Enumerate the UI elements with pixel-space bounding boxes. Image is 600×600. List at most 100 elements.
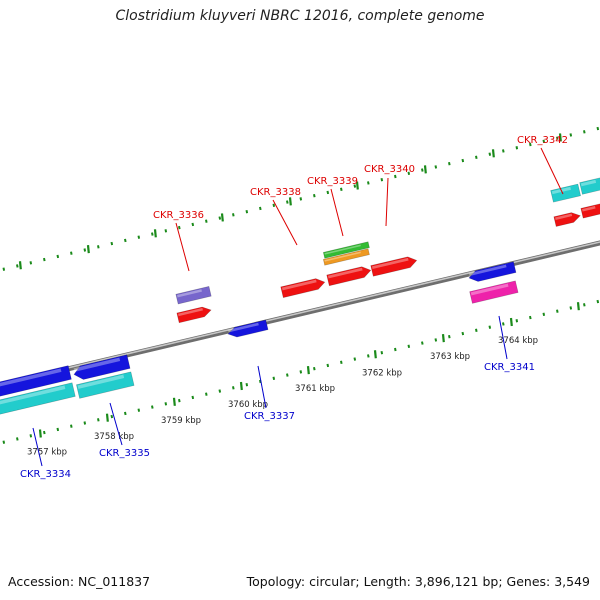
tick-major [38,429,42,438]
tick-minor [97,245,100,249]
tick-minor [407,344,411,349]
gene-arrow-shine [468,264,507,277]
leader-line-ckr-3336 [175,222,190,272]
gene-arrow-shine [281,279,317,291]
forward-tick-track [2,126,600,271]
tick-minor [394,347,397,352]
gene-arrow-shine [0,385,66,407]
tick-minor [515,146,519,150]
reverse-tick-track [2,299,600,444]
gene-arrow-body [0,382,76,417]
tick-major [306,365,310,375]
tick-minor [326,363,330,368]
tick-minor [43,257,46,262]
tick-minor [421,341,424,345]
gene-arrow-body [580,202,600,219]
tick-minor [448,162,451,166]
tick-minor [245,382,249,387]
gene-arrow-shine [178,307,203,317]
tick-minor [340,360,343,364]
tick-major [172,397,176,406]
tick-minor [326,190,330,195]
gene-arrow-ckr-3334 [0,365,72,397]
tick-minor [286,373,289,377]
tick-minor [353,357,357,361]
tick-minor [529,142,532,147]
tick-minor [272,376,276,380]
gene-arrow-body [326,266,372,287]
tick-minor [380,351,384,355]
gene-arrow-ckr-3340 [370,256,418,277]
tick-minor [475,328,478,333]
tick-minor [515,319,519,323]
tick-major [373,350,377,359]
genome-summary: Topology: circular; Length: 3,896,121 bp… [246,574,590,589]
gene-arrow-ckr-3341-magenta [469,280,519,304]
gene-arrow-ckr-3342-cyan [550,183,581,203]
tick-minor [340,187,343,191]
tick-minor [488,325,492,329]
kbp-label: 3761 kbp [295,384,335,394]
gene-arrow-ckr-3336-purple [175,286,212,305]
tick-minor [367,354,370,358]
tick-major [239,381,243,391]
leader-line-ckr-3342 [540,147,564,195]
gene-arrow-shine [177,289,202,298]
kbp-label: 3764 kbp [498,336,538,346]
tick-minor [2,440,6,444]
kbp-label: 3759 kbp [161,416,201,426]
tick-minor [151,405,154,409]
tick-major [18,261,22,270]
tick-minor [232,213,235,217]
kbp-label: 3763 kbp [430,352,470,362]
tick-minor [367,181,370,185]
tick-minor [124,411,127,416]
gene-arrow-right-edge-cyan [579,176,600,195]
tick-minor [488,152,492,156]
tick-minor [97,418,100,422]
gene-label-ckr-3341: CKR_3341 [484,362,535,373]
gene-arrow-body [553,212,581,227]
gene-arrow-shine [555,213,573,220]
tick-minor [43,430,46,435]
tick-minor [569,306,573,310]
tick-minor [502,149,505,153]
tick-minor [353,184,357,188]
tick-minor [583,130,586,134]
gene-arrow-ckr-3339 [326,266,372,287]
tick-major [441,334,445,343]
leader-line-ckr-3337 [257,365,267,409]
leader-line-ckr-3339 [330,188,344,237]
gene-label-ckr-3338: CKR_3338 [250,187,301,198]
tick-major [558,133,562,142]
leader-line-ckr-3335 [109,402,123,446]
tick-minor [16,437,19,441]
gene-arrow-body [175,286,212,305]
tick-minor [124,238,127,243]
tick-minor [596,126,600,131]
leader-line-ckr-3340 [385,177,389,227]
tick-minor [164,229,168,233]
tick-minor [313,193,316,198]
tick-minor [556,309,559,313]
tick-minor [110,241,114,246]
tick-minor [56,427,60,432]
gene-arrow-shine [582,206,596,212]
tick-minor [259,379,262,384]
gene-arrow-body [469,280,519,304]
gene-arrow-shine [324,244,361,255]
tick-minor [394,174,397,179]
tick-minor [16,264,19,268]
tick-minor [542,312,546,317]
gene-label-ckr-3340: CKR_3340 [364,164,415,175]
tick-minor [583,303,586,307]
gene-arrow-ckr-3338 [280,278,326,298]
tick-major [153,229,157,238]
tick-minor [29,261,33,265]
tick-minor [299,370,303,374]
gene-arrow-body [550,183,581,203]
tick-major [355,181,359,190]
gene-arrow-body [322,248,370,266]
kbp-label: 3760 kbp [228,400,268,410]
tick-minor [502,322,505,326]
